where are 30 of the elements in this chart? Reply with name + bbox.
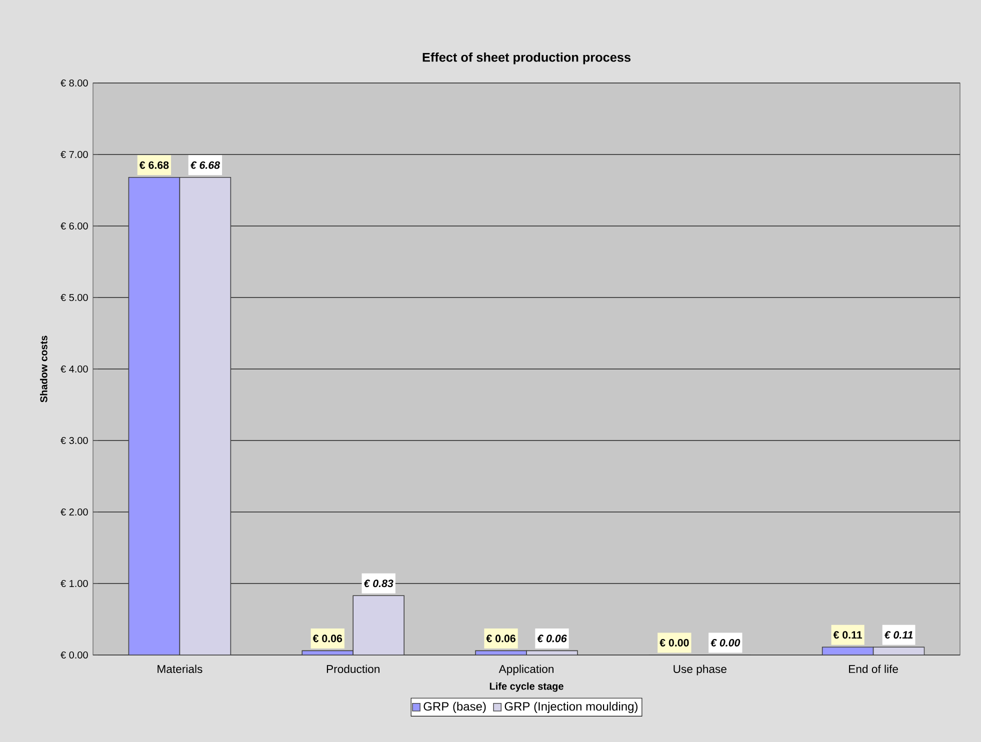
y-tick-label: € 1.00 (60, 580, 88, 588)
y-tick-label: € 4.00 (60, 365, 88, 373)
data-label: € 0.11 (884, 631, 913, 639)
y-axis-title: Shadow costs (40, 336, 48, 402)
y-tick-label: € 6.00 (60, 222, 88, 230)
legend-label: GRP (base) (424, 702, 486, 714)
bar (352, 595, 404, 655)
data-label: € 6.68 (190, 161, 220, 169)
y-tick-label: € 3.00 (60, 436, 88, 444)
x-axis-title: Life cycle stage (490, 682, 564, 692)
data-label: € 0.00 (660, 638, 689, 647)
x-tick-label: Use phase (674, 664, 726, 676)
y-tick-label: € 5.00 (60, 294, 88, 302)
y-tick-label: € 2.00 (60, 508, 88, 516)
y-tick-label: € 8.00 (60, 79, 88, 87)
data-label: € 0.83 (364, 580, 394, 588)
data-label: € 0.06 (312, 634, 342, 642)
y-tick-label: € 0.00 (60, 651, 88, 659)
x-tick-label: Application (498, 664, 554, 676)
chart-title: Effect of sheet production process (422, 52, 630, 64)
x-tick-label: Materials (158, 664, 202, 674)
data-label: € 0.06 (486, 634, 516, 642)
x-tick-label: Production (326, 664, 380, 674)
data-label: € 0.11 (833, 631, 862, 639)
legend-label: GRP (Injection moulding) (504, 702, 638, 714)
data-label: € 0.06 (537, 634, 567, 642)
y-tick-label: € 7.00 (60, 150, 88, 158)
data-label: € 0.00 (710, 638, 740, 647)
x-tick-label: End of life (849, 664, 898, 674)
data-label: € 6.68 (139, 161, 169, 169)
